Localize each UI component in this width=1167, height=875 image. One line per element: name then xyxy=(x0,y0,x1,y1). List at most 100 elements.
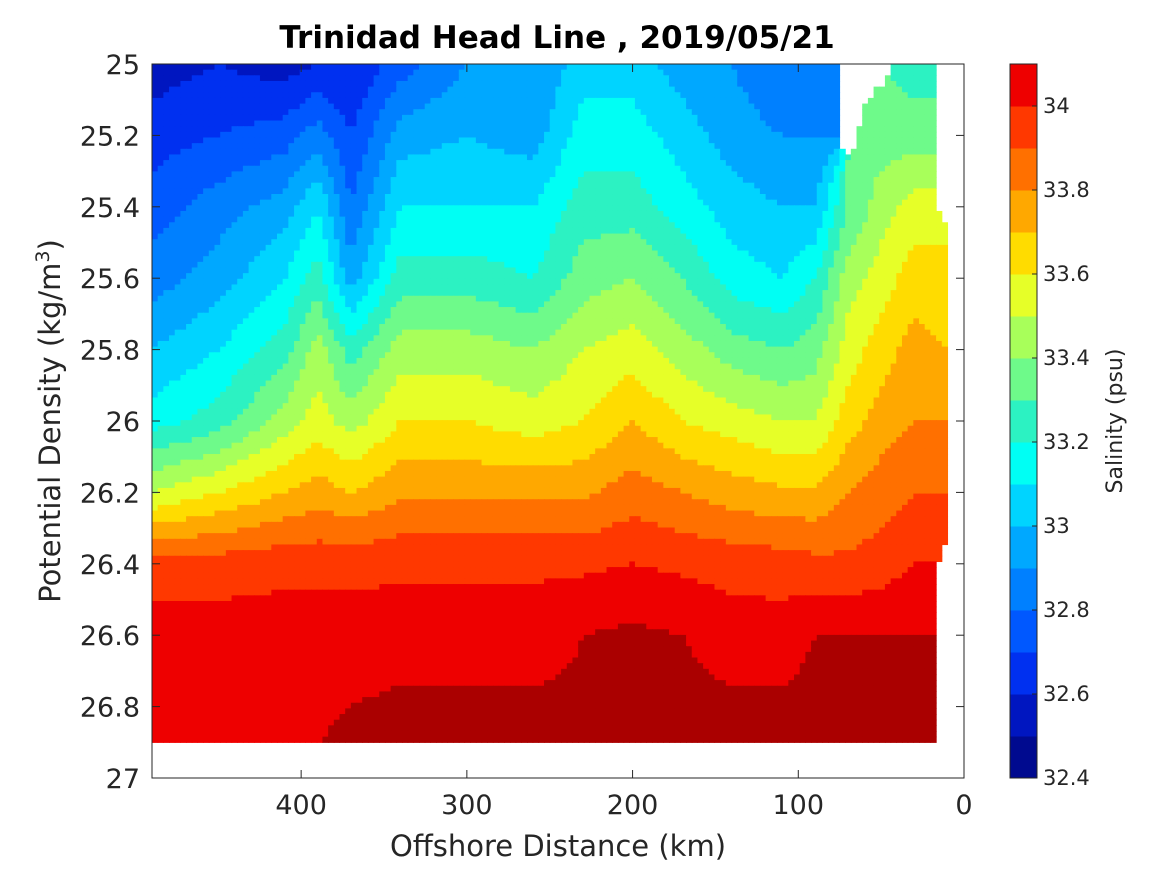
contour-cell xyxy=(533,166,539,172)
contour-cell xyxy=(521,109,527,115)
contour-cell xyxy=(249,171,255,177)
contour-cell xyxy=(271,183,277,189)
contour-cell xyxy=(800,64,806,70)
contour-cell xyxy=(283,92,289,98)
contour-cell xyxy=(266,228,272,234)
contour-cell xyxy=(641,256,647,262)
contour-cell xyxy=(413,98,419,104)
contour-cell xyxy=(436,121,442,127)
contour-cell xyxy=(788,121,794,127)
contour-cell xyxy=(311,160,317,166)
contour-cell xyxy=(493,75,499,81)
contour-cell xyxy=(652,251,658,257)
contour-cell xyxy=(919,143,925,149)
contour-cell xyxy=(374,166,380,172)
contour-cell xyxy=(817,137,823,143)
contour-cell xyxy=(215,154,221,160)
contour-cell xyxy=(419,200,425,206)
contour-cell xyxy=(874,98,880,104)
contour-cell xyxy=(396,262,402,268)
contour-cell xyxy=(283,205,289,211)
contour-cell xyxy=(720,160,726,166)
contour-cell xyxy=(919,245,925,251)
contour-cell xyxy=(572,211,578,217)
contour-cell xyxy=(271,222,277,228)
contour-cell xyxy=(294,171,300,177)
contour-cell xyxy=(925,200,931,206)
contour-cell xyxy=(743,211,749,217)
contour-cell xyxy=(203,154,209,160)
contour-cell xyxy=(641,132,647,138)
contour-cell xyxy=(788,132,794,138)
contour-cell xyxy=(470,262,476,268)
contour-cell xyxy=(521,256,527,262)
contour-cell xyxy=(919,171,925,177)
contour-cell xyxy=(249,205,255,211)
contour-cell xyxy=(447,228,453,234)
contour-cell xyxy=(607,177,613,183)
contour-cell xyxy=(396,137,402,143)
contour-cell xyxy=(737,166,743,172)
contour-cell xyxy=(817,109,823,115)
contour-cell xyxy=(294,228,300,234)
contour-cell xyxy=(726,251,732,257)
contour-cell xyxy=(521,87,527,93)
contour-cell xyxy=(277,132,283,138)
contour-cell xyxy=(896,211,902,217)
contour-cell xyxy=(186,98,192,104)
contour-cell xyxy=(743,245,749,251)
contour-cell xyxy=(476,177,482,183)
contour-cell xyxy=(516,166,522,172)
contour-cell xyxy=(311,92,317,98)
contour-cell xyxy=(516,137,522,143)
contour-cell xyxy=(714,200,720,206)
contour-cell xyxy=(646,256,652,262)
contour-cell xyxy=(709,183,715,189)
contour-cell xyxy=(322,149,328,155)
contour-cell xyxy=(527,75,533,81)
contour-cell xyxy=(277,121,283,127)
contour-cell xyxy=(862,188,868,194)
contour-cell xyxy=(237,154,243,160)
contour-cell xyxy=(300,228,306,234)
contour-cell xyxy=(913,245,919,251)
contour-cell xyxy=(169,149,175,155)
contour-cell xyxy=(629,81,635,87)
contour-cell xyxy=(459,115,465,121)
contour-cell xyxy=(680,245,686,251)
contour-cell xyxy=(163,234,169,240)
contour-cell xyxy=(629,115,635,121)
contour-cell xyxy=(271,200,277,206)
contour-cell xyxy=(857,183,863,189)
contour-cell xyxy=(374,154,380,160)
contour-cell xyxy=(237,104,243,110)
contour-cell xyxy=(624,104,630,110)
contour-cell xyxy=(379,137,385,143)
contour-cell xyxy=(243,234,249,240)
contour-cell xyxy=(584,70,590,76)
contour-cell xyxy=(254,75,260,81)
contour-cell xyxy=(646,251,652,257)
contour-cell xyxy=(641,228,647,234)
contour-cell xyxy=(555,222,561,228)
contour-cell xyxy=(555,267,561,273)
contour-cell xyxy=(226,239,232,245)
contour-cell xyxy=(493,183,499,189)
contour-cell xyxy=(777,245,783,251)
contour-cell xyxy=(203,183,209,189)
contour-cell xyxy=(305,75,311,81)
contour-cell xyxy=(260,267,266,273)
contour-cell xyxy=(578,177,584,183)
contour-cell xyxy=(567,98,573,104)
contour-cell xyxy=(635,137,641,143)
contour-cell xyxy=(459,166,465,172)
contour-cell xyxy=(828,228,834,234)
contour-cell xyxy=(618,70,624,76)
contour-cell xyxy=(203,98,209,104)
contour-cell xyxy=(351,205,357,211)
contour-cell xyxy=(839,211,845,217)
contour-cell xyxy=(561,149,567,155)
contour-cell xyxy=(572,70,578,76)
contour-cell xyxy=(283,183,289,189)
contour-cell xyxy=(521,183,527,189)
